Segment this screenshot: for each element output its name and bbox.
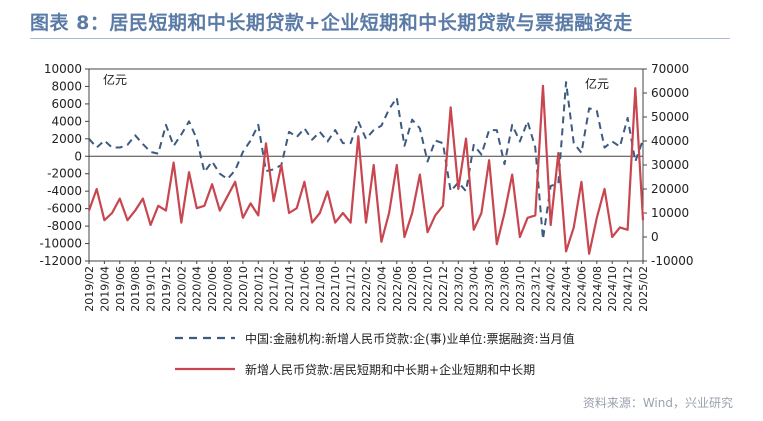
y-left-tick-label: -4000 <box>47 184 82 198</box>
right-unit-label: 亿元 <box>585 76 609 91</box>
left-unit-label: 亿元 <box>103 72 127 87</box>
x-tick-label: 2021/02 <box>268 266 281 312</box>
x-tick-label: 2019/08 <box>129 266 142 312</box>
y-left-tick-label: -2000 <box>47 167 82 181</box>
x-tick-label: 2022/08 <box>406 266 419 312</box>
title-divider <box>30 38 730 39</box>
x-tick-label: 2022/12 <box>437 266 450 312</box>
x-tick-label: 2022/06 <box>391 266 404 312</box>
x-tick-label: 2024/02 <box>545 266 558 312</box>
x-tick-label: 2022/04 <box>375 266 388 312</box>
y-right-tick-label: 70000 <box>651 62 689 76</box>
y-left-tick-label: -10000 <box>39 237 82 251</box>
y-left-tick-label: -12000 <box>39 254 82 268</box>
x-tick-label: 2025/02 <box>637 266 650 312</box>
y-left-tick-label: -6000 <box>47 202 82 216</box>
x-tick-label: 2019/12 <box>160 266 173 312</box>
legend-label-short-mid-long-loans: 新增人民币贷款:居民短期和中长期+企业短期和中长期 <box>245 362 535 377</box>
chart-title: 图表 8：居民短期和中长期贷款+企业短期和中长期贷款与票据融资走 <box>30 12 633 34</box>
legend-label-bill-financing: 中国:金融机构:新增人民币贷款:企(事)业单位:票据融资:当月值 <box>245 331 575 346</box>
x-tick-label: 2020/10 <box>237 266 250 312</box>
y-right-tick-label: 60000 <box>651 86 689 100</box>
x-tick-label: 2023/06 <box>483 266 496 312</box>
y-right-tick-label: 50000 <box>651 110 689 124</box>
y-left-tick-label: 0 <box>74 149 82 163</box>
x-tick-label: 2024/12 <box>622 266 635 312</box>
y-right-tick-label: 0 <box>651 230 659 244</box>
x-tick-label: 2024/06 <box>575 266 588 312</box>
y-left-tick-label: 4000 <box>51 114 82 128</box>
x-tick-label: 2019/06 <box>114 266 127 312</box>
series-line-bill-financing <box>88 81 644 241</box>
y-right-tick-label: 20000 <box>651 182 689 196</box>
y-right-tick-label: 10000 <box>651 206 689 220</box>
x-tick-label: 2023/04 <box>468 266 481 312</box>
y-left-tick-label: 8000 <box>51 79 82 93</box>
x-tick-label: 2020/12 <box>252 266 265 312</box>
y-left-tick-label: 2000 <box>51 132 82 146</box>
x-tick-label: 2019/04 <box>98 266 111 312</box>
y-right-tick-label: -10000 <box>651 254 694 268</box>
x-tick-label: 2022/02 <box>360 266 373 312</box>
x-tick-label: 2021/06 <box>298 266 311 312</box>
x-tick-label: 2021/10 <box>329 266 342 312</box>
x-tick-label: 2019/02 <box>83 266 96 312</box>
x-tick-label: 2021/12 <box>345 266 358 312</box>
source-note: 资料来源：Wind，兴业研究 <box>582 396 733 410</box>
x-tick-label: 2021/04 <box>283 266 296 312</box>
x-tick-label: 2023/12 <box>529 266 542 312</box>
series-line-short-mid-long-loans <box>87 84 645 255</box>
x-tick-label: 2023/10 <box>514 266 527 312</box>
y-right-tick-label: 30000 <box>651 158 689 172</box>
x-tick-label: 2019/10 <box>145 266 158 312</box>
x-tick-label: 2024/04 <box>560 266 573 312</box>
x-tick-label: 2024/10 <box>606 266 619 312</box>
x-tick-label: 2022/10 <box>422 266 435 312</box>
x-tick-label: 2021/08 <box>314 266 327 312</box>
x-tick-label: 2020/02 <box>175 266 188 312</box>
x-tick-label: 2024/08 <box>591 266 604 312</box>
x-tick-label: 2020/06 <box>206 266 219 312</box>
y-right-tick-label: 40000 <box>651 134 689 148</box>
x-tick-label: 2023/08 <box>499 266 512 312</box>
x-tick-label: 2020/04 <box>191 266 204 312</box>
y-left-tick-label: 6000 <box>51 97 82 111</box>
x-tick-label: 2023/02 <box>452 266 465 312</box>
y-left-tick-label: -8000 <box>47 219 82 233</box>
y-left-tick-label: 10000 <box>44 62 82 76</box>
x-tick-label: 2020/08 <box>222 266 235 312</box>
